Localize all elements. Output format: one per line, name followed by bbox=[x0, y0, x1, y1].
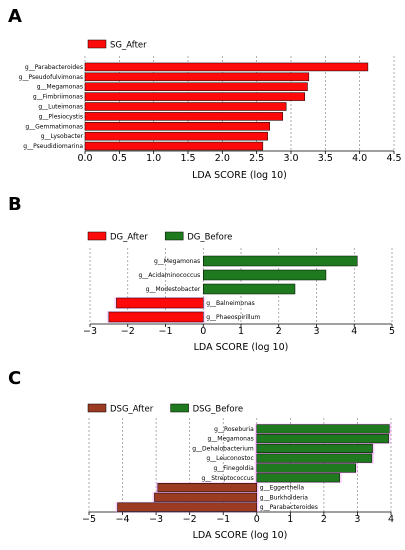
x-tick-label: −3 bbox=[83, 326, 97, 337]
bar-g-pseudofulvimonas bbox=[84, 72, 310, 82]
legend-swatch-dg-before bbox=[164, 231, 184, 241]
bar-g-megamonas bbox=[203, 255, 358, 267]
bar-g-dehalobacterium bbox=[256, 443, 373, 453]
x-axis-title: LDA SCORE (log 10) bbox=[194, 342, 289, 353]
bar-label-g-modestobacter: g__Modestobacter bbox=[146, 286, 201, 293]
x-tick-label: 0.5 bbox=[112, 153, 127, 164]
x-tick-label: −4 bbox=[116, 514, 130, 525]
bar-label-g-streptococcus: g__Streptococcus bbox=[201, 475, 253, 482]
bar-g-roseburia bbox=[256, 424, 390, 434]
legend-label-dsg-after: DSG_After bbox=[110, 405, 154, 415]
x-tick-label: −3 bbox=[149, 514, 163, 525]
panel-c: C −5 −4 −3 −2 −1 0 1 2 3 4 LDA SCORE (log 10) DSG_Af… bbox=[8, 368, 394, 541]
bar-g-parabacteroides bbox=[117, 502, 258, 512]
legend-label-dsg-before: DSG_Before bbox=[193, 405, 244, 415]
bar-label-g-leuconostoc: g__Leuconostoc bbox=[206, 455, 253, 462]
bar-g-parabacteroides bbox=[84, 62, 369, 72]
bar-g-gemmatimonas bbox=[84, 122, 270, 131]
bar-label-g-megamonas: g__Megamonas bbox=[154, 258, 200, 265]
bar-label-g-roseburia: g__Roseburia bbox=[214, 426, 254, 433]
x-tick-label: −1 bbox=[158, 326, 172, 337]
panel-letter-a: A bbox=[8, 6, 22, 27]
bar-label-g-acidaminococcus: g__Acidaminococcus bbox=[139, 272, 201, 279]
bar-label-g-eggerthella: g__Eggerthella bbox=[260, 485, 305, 492]
panel-letter-b: B bbox=[8, 194, 22, 215]
bar-label-g-megamonas: g__Megamonas bbox=[37, 84, 83, 91]
bar-label-g-fimbriimonas: g__Fimbriimonas bbox=[33, 94, 83, 101]
x-tick-label: −2 bbox=[183, 514, 197, 525]
panel-letter-c: C bbox=[8, 368, 21, 389]
bar-g-pseudidiomarina bbox=[84, 141, 264, 151]
x-axis-title: LDA SCORE (log 10) bbox=[192, 170, 287, 181]
x-tick-label: −5 bbox=[82, 514, 96, 525]
bar-label-g-lysobacter: g__Lysobacter bbox=[41, 133, 84, 140]
bar-label-g-gemmatimonas: g__Gemmatimonas bbox=[25, 123, 83, 130]
x-tick-label: −1 bbox=[216, 514, 230, 525]
bar-g-modestobacter bbox=[203, 283, 296, 295]
bar-g-lysobacter bbox=[84, 131, 268, 141]
x-tick-label: 0.0 bbox=[77, 153, 92, 164]
bar-label-g-luteimonas: g__Luteimonas bbox=[38, 104, 83, 111]
bar-g-streptococcus bbox=[256, 473, 340, 483]
bar-g-phaeospirillum bbox=[108, 311, 204, 323]
legend-label-dg-before: DG_Before bbox=[187, 233, 232, 243]
legend-swatch-dg-after bbox=[87, 231, 107, 241]
bar-g-fimbriimonas bbox=[84, 92, 305, 101]
x-tick-label: 1.5 bbox=[180, 153, 195, 164]
bar-label-g-burkholderia: g__Burkholderia bbox=[260, 494, 308, 501]
bar-g-eggerthella bbox=[157, 483, 258, 493]
x-tick-label: 2.0 bbox=[215, 153, 230, 164]
x-tick-label: 5 bbox=[389, 326, 395, 337]
x-tick-label: 2.5 bbox=[249, 153, 264, 164]
bar-label-g-pseudidiomarina: g__Pseudidiomarina bbox=[23, 143, 83, 150]
x-tick-label: 2 bbox=[276, 326, 282, 337]
x-tick-label: 0 bbox=[200, 326, 206, 337]
legend-label-sg-after: SG_After bbox=[110, 41, 147, 51]
bar-g-balneimonas bbox=[116, 297, 204, 309]
legend-swatch-dsg-before bbox=[170, 403, 189, 413]
x-tick-label: 1 bbox=[287, 514, 293, 525]
bar-label-g-finegoldia: g__Finegoldia bbox=[213, 465, 254, 472]
panel-a: A 0.0 0.5 1.0 1.5 2.0 2.5 3.0 3.5 4.0 4.5 LDA SCORE… bbox=[8, 6, 402, 181]
x-tick-label: 3 bbox=[313, 326, 319, 337]
x-tick-label: 1 bbox=[238, 326, 244, 337]
x-tick-label: 3 bbox=[354, 514, 360, 525]
bar-g-leuconostoc bbox=[256, 453, 373, 463]
bar-label-g-balneimonas: g__Balneimonas bbox=[206, 300, 255, 307]
x-tick-label: −2 bbox=[121, 326, 135, 337]
legend-label-dg-after: DG_After bbox=[110, 233, 148, 243]
x-tick-label: 2 bbox=[321, 514, 327, 525]
x-tick-label: 4 bbox=[351, 326, 357, 337]
legend-swatch-dsg-after bbox=[87, 403, 107, 413]
bar-g-plesiocystis bbox=[84, 112, 284, 121]
x-tick-label: 0 bbox=[254, 514, 260, 525]
bar-label-g-parabacteroides: g__Parabacteroides bbox=[25, 64, 83, 71]
bar-label-g-parabacteroides: g__Parabacteroides bbox=[260, 504, 318, 511]
bar-label-g-phaeospirillum: g__Phaeospirillum bbox=[206, 314, 260, 321]
x-tick-label: 4.5 bbox=[386, 153, 401, 164]
bar-g-finegoldia bbox=[256, 463, 357, 473]
bar-label-g-megamonas: g__Megamonas bbox=[207, 436, 253, 443]
x-tick-label: 3.0 bbox=[283, 153, 298, 164]
bar-label-g-dehalobacterium: g__Dehalobacterium bbox=[192, 445, 254, 452]
x-axis-title: LDA SCORE (log 10) bbox=[193, 530, 288, 541]
bar-g-megamonas bbox=[256, 434, 389, 444]
bar-g-burkholderia bbox=[154, 492, 258, 502]
bar-label-g-pseudofulvimonas: g__Pseudofulvimonas bbox=[19, 74, 83, 81]
legend-swatch-sg-after bbox=[87, 39, 107, 49]
panel-b: B −3 −2 −1 0 1 2 3 4 5 LDA SCORE (log 10) DG_After D… bbox=[8, 194, 395, 353]
x-tick-label: 1.0 bbox=[146, 153, 161, 164]
x-tick-label: 4 bbox=[388, 514, 394, 525]
bar-label-g-plesiocystis: g__Plesiocystis bbox=[39, 113, 83, 120]
bar-g-acidaminococcus bbox=[203, 269, 327, 281]
x-tick-label: 3.5 bbox=[318, 153, 333, 164]
x-tick-label: 4.0 bbox=[352, 153, 367, 164]
bar-g-megamonas bbox=[84, 82, 308, 91]
bar-g-luteimonas bbox=[84, 102, 287, 111]
